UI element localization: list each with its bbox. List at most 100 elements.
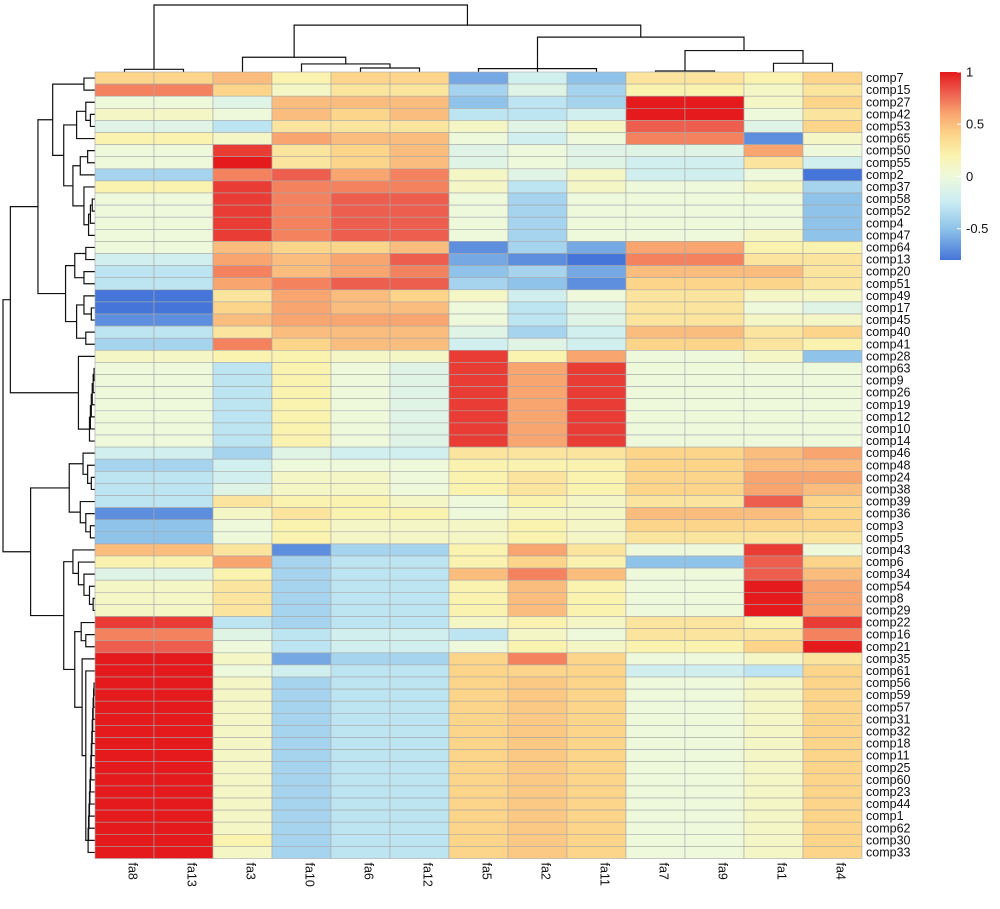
- heatmap-cell: [743, 483, 804, 496]
- heatmap-cell: [389, 168, 450, 182]
- heatmap-cell: [94, 809, 155, 823]
- heatmap-cell: [448, 737, 509, 750]
- heatmap-cell: [743, 95, 804, 109]
- heatmap-cell: [271, 108, 332, 121]
- heatmap-cell: [448, 289, 509, 303]
- heatmap-cell: [743, 253, 804, 266]
- heatmap-cell: [684, 737, 745, 750]
- heatmap-cell: [507, 640, 568, 654]
- heatmap-cell: [566, 192, 627, 206]
- heatmap-cell: [389, 132, 450, 145]
- heatmap-cell: [212, 446, 273, 460]
- heatmap-cell: [94, 761, 155, 775]
- heatmap-cell: [802, 216, 863, 230]
- heatmap-cell: [153, 640, 214, 654]
- row-dendrogram-branch: [90, 476, 95, 491]
- heatmap-cell: [389, 797, 450, 811]
- heatmap-cell: [507, 821, 568, 835]
- heatmap-cell: [330, 241, 391, 254]
- heatmap-cell: [94, 241, 155, 254]
- heatmap-cell: [743, 168, 804, 182]
- row-dendrogram-branch: [85, 246, 95, 261]
- heatmap-cell: [448, 204, 509, 218]
- heatmap-cell: [507, 846, 568, 859]
- heatmap-cell: [389, 422, 450, 436]
- legend-tick-label: 1: [966, 65, 973, 80]
- heatmap-cell: [271, 809, 332, 823]
- heatmap-cell: [212, 507, 273, 521]
- heatmap-cell: [389, 71, 450, 85]
- heatmap-cell: [684, 495, 745, 508]
- heatmap-cell: [684, 761, 745, 775]
- heatmap-cell: [743, 325, 804, 339]
- heatmap-cell: [330, 652, 391, 666]
- heatmap-cell: [566, 483, 627, 496]
- row-label: comp63: [866, 361, 911, 375]
- heatmap-cell: [153, 543, 214, 557]
- heatmap-cell: [566, 229, 627, 242]
- heatmap-cell: [330, 676, 391, 690]
- heatmap-cell: [389, 628, 450, 641]
- heatmap-cell: [448, 95, 509, 109]
- heatmap-cell: [153, 277, 214, 291]
- heatmap-cell: [566, 144, 627, 158]
- heatmap-cell: [507, 192, 568, 206]
- heatmap-cell: [743, 785, 804, 799]
- heatmap-cell: [448, 241, 509, 254]
- heatmap-cell: [743, 470, 804, 484]
- heatmap-cell: [684, 95, 745, 109]
- heatmap-cell: [684, 192, 745, 206]
- heatmap-cell: [507, 95, 568, 109]
- heatmap-cell: [448, 809, 509, 823]
- column-label: fa3: [244, 863, 258, 880]
- heatmap-cell: [330, 362, 391, 375]
- heatmap-cell: [330, 120, 391, 133]
- heatmap-cell: [153, 555, 214, 569]
- row-dendrogram-branch: [52, 83, 84, 156]
- heatmap-cell: [448, 374, 509, 387]
- heatmap-cell: [212, 108, 273, 121]
- heatmap-cell: [212, 265, 273, 279]
- heatmap-cell: [271, 712, 332, 726]
- heatmap-cell: [684, 410, 745, 424]
- heatmap-cell: [330, 410, 391, 424]
- row-label: comp15: [866, 83, 911, 97]
- heatmap-cell: [566, 470, 627, 484]
- heatmap-cell: [330, 507, 391, 521]
- heatmap-cell: [448, 422, 509, 436]
- heatmap-cell: [802, 144, 863, 158]
- column-label: fa7: [657, 863, 671, 880]
- heatmap-cell: [743, 362, 804, 375]
- heatmap-cell: [94, 712, 155, 726]
- heatmap-cell: [507, 144, 568, 158]
- heatmap-cell: [271, 676, 332, 690]
- heatmap-cell: [566, 797, 627, 811]
- heatmap-cell: [684, 664, 745, 678]
- heatmap-cell: [389, 700, 450, 714]
- heatmap-cell: [743, 144, 804, 158]
- heatmap-cell: [330, 821, 391, 835]
- heatmap-cell: [212, 688, 273, 702]
- heatmap-cell: [330, 216, 391, 230]
- row-label: comp21: [866, 640, 911, 654]
- heatmap-cell: [684, 180, 745, 194]
- heatmap-cell: [566, 664, 627, 678]
- heatmap-cell: [389, 192, 450, 206]
- heatmap-cell: [802, 712, 863, 726]
- color-legend: 1 0.5 0 -0.5: [940, 65, 988, 260]
- heatmap-cell: [802, 313, 863, 327]
- heatmap-cell: [271, 591, 332, 605]
- column-dendrogram: [123, 4, 834, 72]
- heatmap-cell: [153, 132, 214, 145]
- heatmap-cell: [389, 301, 450, 315]
- heatmap-cell: [625, 349, 686, 363]
- heatmap-cell: [212, 749, 273, 762]
- heatmap-cell: [566, 337, 627, 351]
- heatmap-cell: [94, 640, 155, 654]
- heatmap-cell: [212, 325, 273, 339]
- heatmap-cell: [507, 688, 568, 702]
- heatmap-cell: [94, 846, 155, 859]
- heatmap-cell: [330, 604, 391, 617]
- heatmap-cell: [802, 192, 863, 206]
- heatmap-cell: [625, 616, 686, 629]
